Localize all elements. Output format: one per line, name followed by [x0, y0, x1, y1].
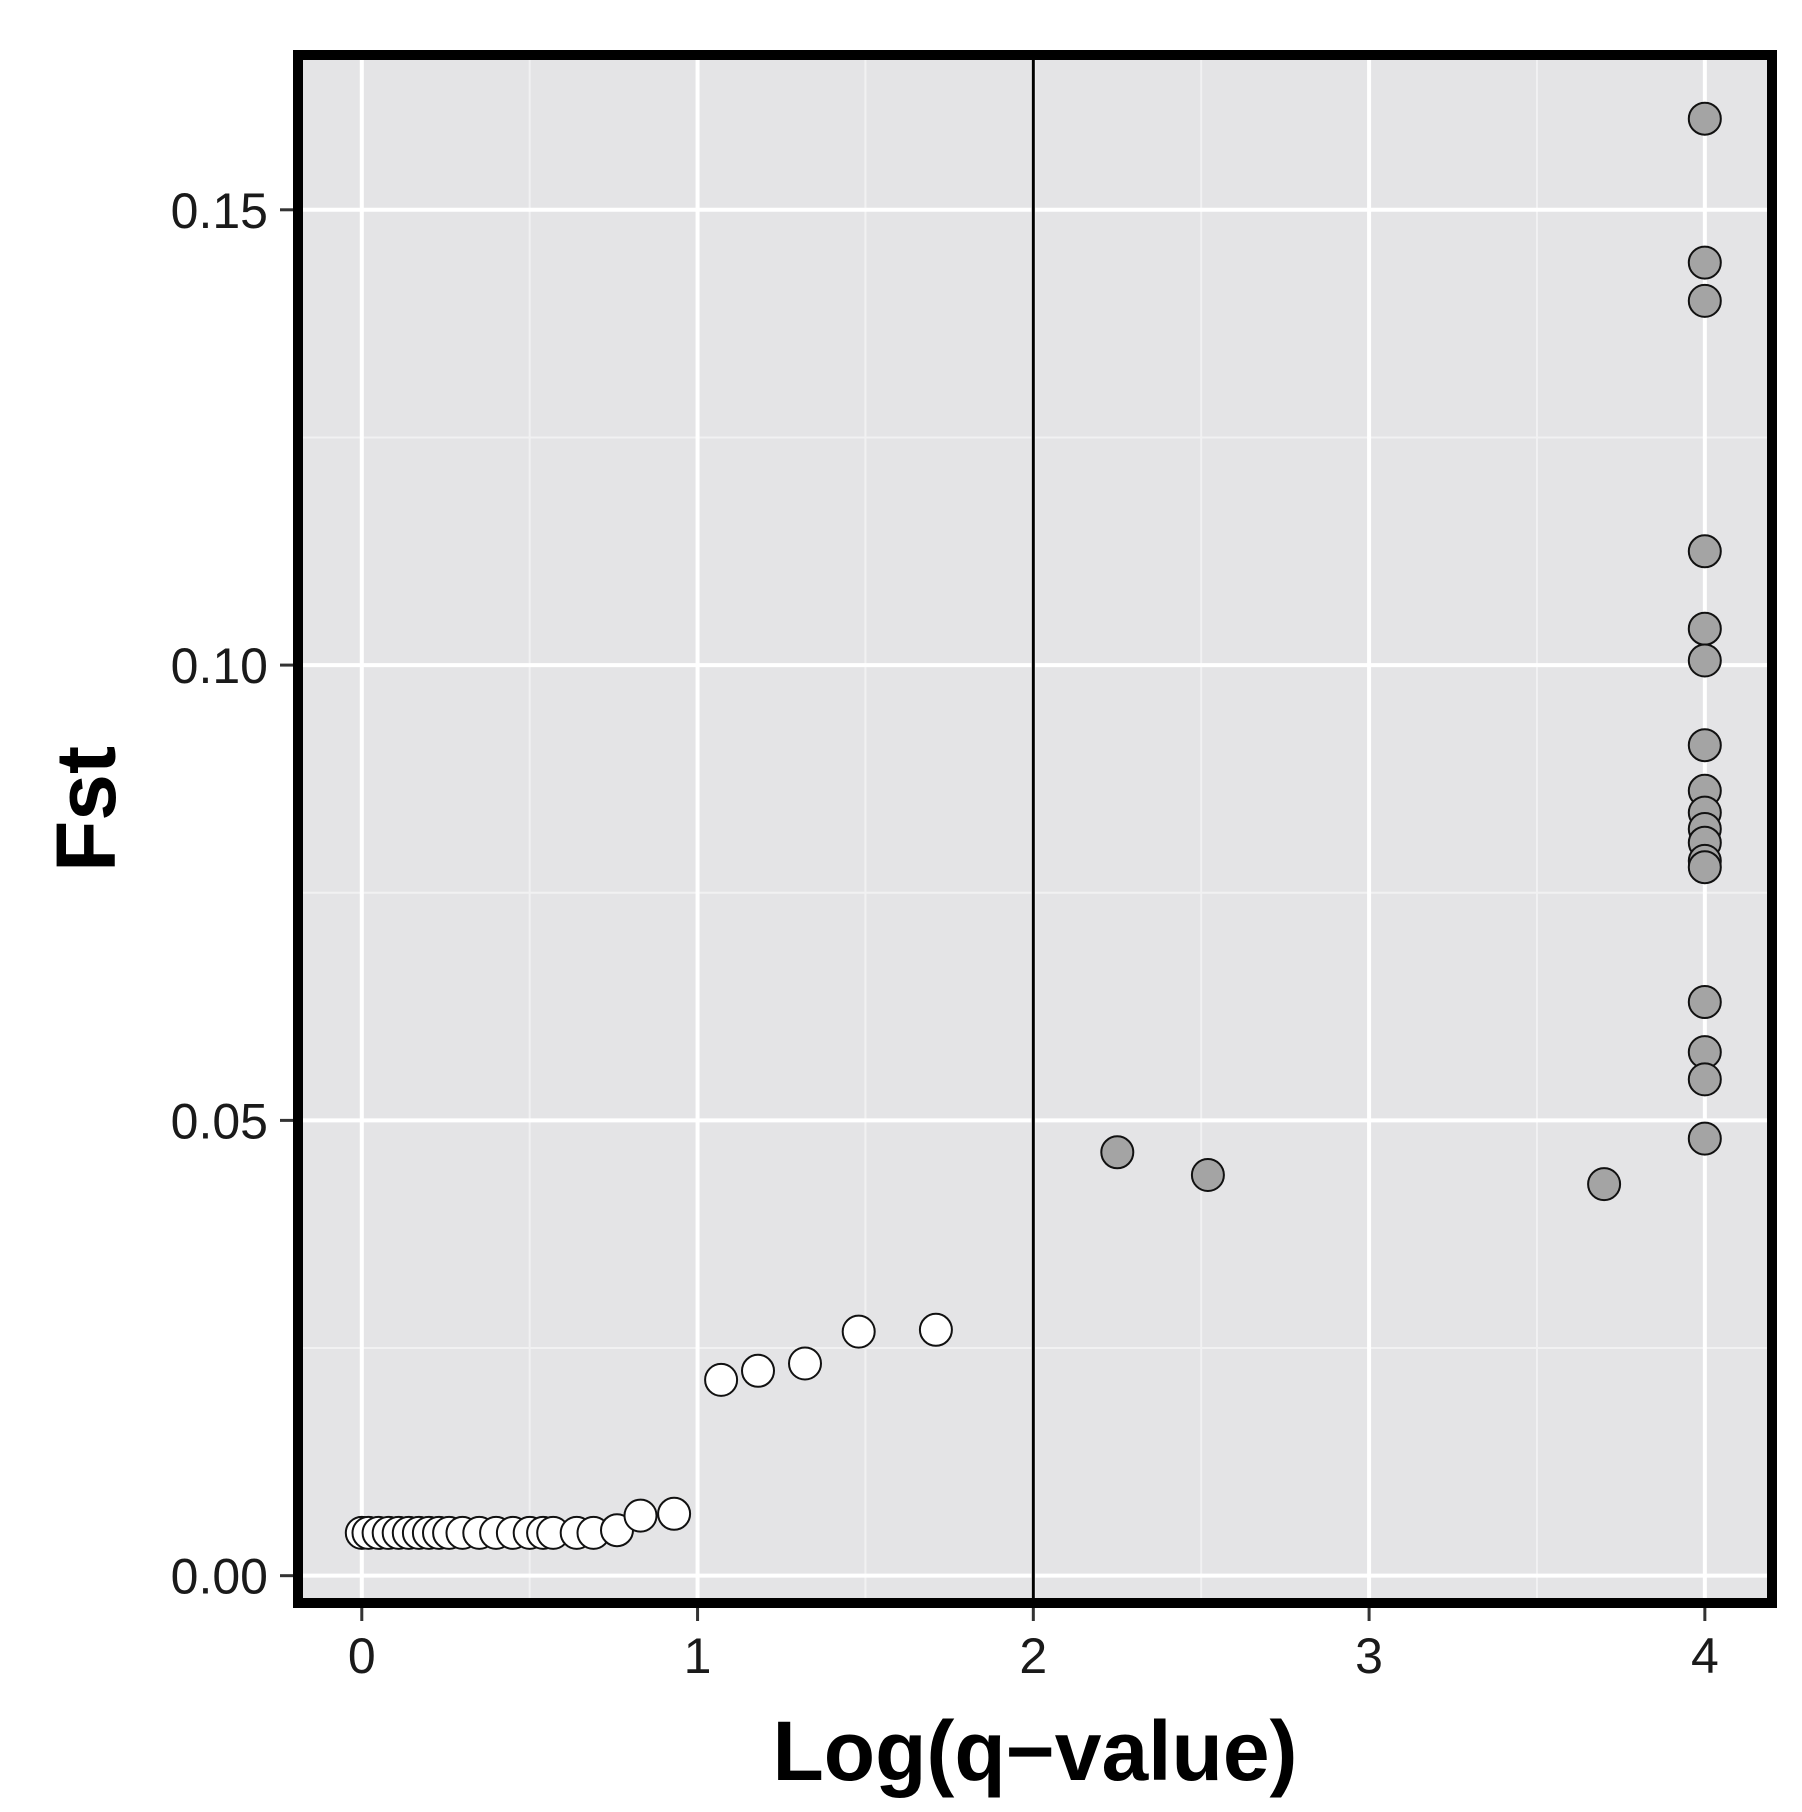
outlier-point	[1687, 1062, 1722, 1097]
outlier-point	[1687, 245, 1722, 280]
neutral-point	[623, 1498, 658, 1533]
plot-frame	[293, 50, 1777, 1608]
y-tick-label: 0.05	[171, 1093, 268, 1149]
neutral-point	[918, 1312, 953, 1347]
neutral-point	[741, 1353, 775, 1388]
neutral-point	[841, 1314, 876, 1349]
data-points	[344, 101, 1722, 1550]
outlier-point	[1687, 283, 1722, 318]
x-tick-label: 1	[684, 1628, 712, 1684]
x-tick-label: 3	[1355, 1628, 1383, 1684]
x-tick-label: 4	[1691, 1628, 1719, 1684]
outlier-point	[1587, 1167, 1622, 1202]
outlier-point	[1687, 611, 1722, 646]
x-axis-title: Log(q−value)	[772, 1704, 1297, 1798]
neutral-point	[704, 1362, 739, 1397]
outlier-point	[1687, 985, 1722, 1019]
outlier-point	[1190, 1158, 1225, 1192]
neutral-point	[657, 1496, 692, 1531]
outlier-point	[1687, 728, 1722, 763]
neutral-point	[788, 1346, 822, 1381]
y-axis-ticks: 0.00 0.05 0.10 0.15	[171, 183, 293, 1605]
x-tick-label: 2	[1019, 1628, 1047, 1684]
outlier-point	[1100, 1135, 1135, 1170]
x-axis-ticks: 0 1 2 3 4	[348, 1608, 1719, 1684]
outlier-point	[1687, 101, 1722, 136]
outlier-point	[1687, 643, 1722, 678]
outlier-point	[1687, 850, 1722, 885]
y-tick-label: 0.00	[171, 1549, 268, 1605]
outlier-point	[1687, 1121, 1722, 1156]
x-tick-label: 0	[348, 1628, 376, 1684]
y-tick-label: 0.10	[171, 638, 268, 694]
y-tick-label: 0.15	[171, 183, 268, 239]
y-axis-title: Fst	[39, 746, 133, 872]
outlier-point	[1687, 534, 1722, 569]
